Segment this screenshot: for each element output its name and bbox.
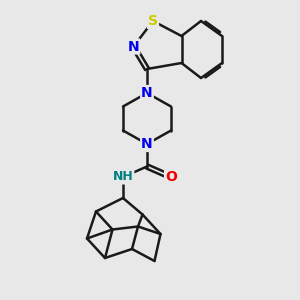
Text: N: N: [128, 40, 139, 53]
Text: N: N: [141, 86, 153, 100]
Text: S: S: [148, 14, 158, 28]
Text: N: N: [141, 137, 153, 151]
Text: NH: NH: [112, 170, 134, 184]
Text: O: O: [165, 170, 177, 184]
